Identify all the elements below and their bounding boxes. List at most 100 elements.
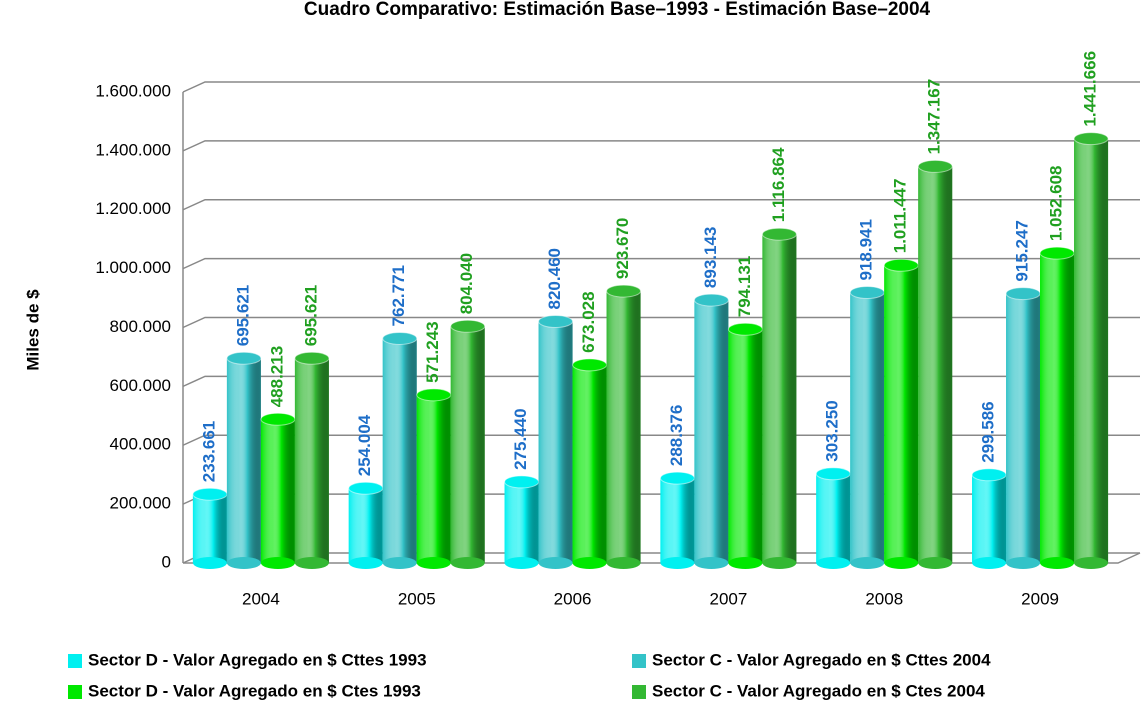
bar-bottom bbox=[850, 557, 885, 569]
value-label: 571.243 bbox=[423, 321, 442, 382]
value-label: 673.028 bbox=[579, 291, 598, 352]
bar-shade bbox=[660, 478, 695, 563]
bar-bottom bbox=[226, 557, 261, 569]
bar-bottom bbox=[728, 557, 763, 569]
bar-shade bbox=[850, 292, 885, 563]
bar-top bbox=[416, 388, 452, 402]
value-label: 915.247 bbox=[1013, 220, 1032, 281]
bar-top bbox=[260, 412, 296, 426]
bar-bottom bbox=[884, 557, 919, 569]
value-label: 1.347.167 bbox=[925, 79, 944, 155]
bar-top bbox=[917, 159, 953, 173]
value-label: 820.460 bbox=[545, 248, 564, 309]
value-label: 288.376 bbox=[667, 405, 686, 466]
bar bbox=[192, 487, 228, 569]
bar bbox=[1005, 287, 1041, 569]
grid-line bbox=[182, 375, 1140, 388]
bar-top bbox=[849, 285, 885, 299]
bar-bottom bbox=[606, 557, 641, 569]
bar-bottom bbox=[816, 557, 851, 569]
legend-label: Sector D - Valor Agregado en $ Cttes 199… bbox=[88, 650, 427, 669]
bar-shade bbox=[504, 481, 539, 563]
legend-label: Sector C - Valor Agregado en $ Ctes 2004 bbox=[652, 681, 985, 700]
bar-shade bbox=[1040, 253, 1075, 563]
bar bbox=[917, 159, 953, 569]
y-tick-label: 200.000 bbox=[110, 494, 171, 513]
x-tick-label: 2009 bbox=[1021, 589, 1059, 608]
bar-shade bbox=[538, 321, 573, 563]
bar-top bbox=[192, 487, 228, 501]
bar bbox=[226, 351, 262, 569]
value-label: 923.670 bbox=[613, 218, 632, 279]
y-tick-label: 1.200.000 bbox=[95, 199, 171, 218]
y-axis-label: Miles de $ bbox=[23, 289, 42, 371]
bar-bottom bbox=[762, 557, 797, 569]
bar-shade bbox=[226, 358, 261, 563]
value-label: 918.941 bbox=[857, 219, 876, 280]
bar-bottom bbox=[192, 557, 227, 569]
bar-top bbox=[883, 258, 919, 272]
y-tick-label: 1.000.000 bbox=[95, 258, 171, 277]
bar-bottom bbox=[260, 557, 295, 569]
bar-bottom bbox=[572, 557, 607, 569]
bar bbox=[606, 284, 642, 569]
bar-shade bbox=[762, 234, 797, 564]
bar-bottom bbox=[660, 557, 695, 569]
bar-shade bbox=[694, 300, 729, 563]
bar bbox=[815, 467, 851, 569]
bar-bottom bbox=[538, 557, 573, 569]
bar-bottom bbox=[972, 557, 1007, 569]
value-label: 233.661 bbox=[199, 421, 218, 482]
y-tick-label: 1.400.000 bbox=[95, 140, 171, 159]
bar-top bbox=[727, 322, 763, 336]
legend-swatch bbox=[632, 685, 646, 699]
chart-title: Cuadro Comparativo: Estimación Base–1993… bbox=[304, 0, 931, 20]
grid-line bbox=[182, 81, 1140, 93]
bar-top bbox=[450, 319, 486, 333]
bar-bottom bbox=[1006, 557, 1041, 569]
bar-shade bbox=[348, 488, 383, 563]
bar bbox=[659, 471, 695, 569]
bar-shade bbox=[728, 329, 763, 563]
bar bbox=[1073, 132, 1109, 569]
grid-line bbox=[182, 434, 1140, 446]
bar-top bbox=[815, 467, 851, 481]
bar bbox=[693, 293, 729, 569]
bar bbox=[883, 258, 919, 569]
bar bbox=[294, 351, 330, 569]
bar bbox=[504, 475, 540, 569]
value-label: 695.621 bbox=[301, 285, 320, 346]
bar-top bbox=[294, 351, 330, 365]
value-label: 695.621 bbox=[233, 285, 252, 346]
legend-label: Sector C - Valor Agregado en $ Cttes 200… bbox=[652, 650, 991, 669]
value-label: 1.011.447 bbox=[891, 179, 910, 254]
bar-shade bbox=[572, 364, 607, 563]
bar bbox=[348, 481, 384, 569]
y-tick-label: 800.000 bbox=[110, 317, 171, 336]
x-tick-label: 2008 bbox=[865, 589, 903, 608]
bar-bottom bbox=[416, 557, 451, 569]
bar-shade bbox=[1074, 138, 1109, 564]
bar bbox=[450, 319, 486, 569]
bar-top bbox=[382, 331, 418, 345]
legend-label: Sector D - Valor Agregado en $ Ctes 1993 bbox=[88, 681, 421, 700]
bar-bottom bbox=[694, 557, 729, 569]
bar-top bbox=[761, 227, 797, 241]
bar-shade bbox=[192, 494, 227, 563]
value-label: 299.586 bbox=[979, 401, 998, 462]
bar bbox=[761, 227, 797, 569]
bar-bottom bbox=[348, 557, 383, 569]
bar-bottom bbox=[918, 557, 953, 569]
legend-swatch bbox=[68, 654, 82, 668]
y-tick-label: 600.000 bbox=[110, 376, 171, 395]
bar-top bbox=[1005, 287, 1041, 301]
bar-top bbox=[226, 351, 262, 365]
value-label: 1.441.666 bbox=[1081, 51, 1100, 127]
bar bbox=[416, 388, 452, 569]
y-tick-label: 400.000 bbox=[110, 435, 171, 454]
bar bbox=[727, 322, 763, 569]
bar-shade bbox=[416, 394, 451, 563]
value-label: 254.004 bbox=[355, 414, 374, 476]
bar-top bbox=[606, 284, 642, 298]
